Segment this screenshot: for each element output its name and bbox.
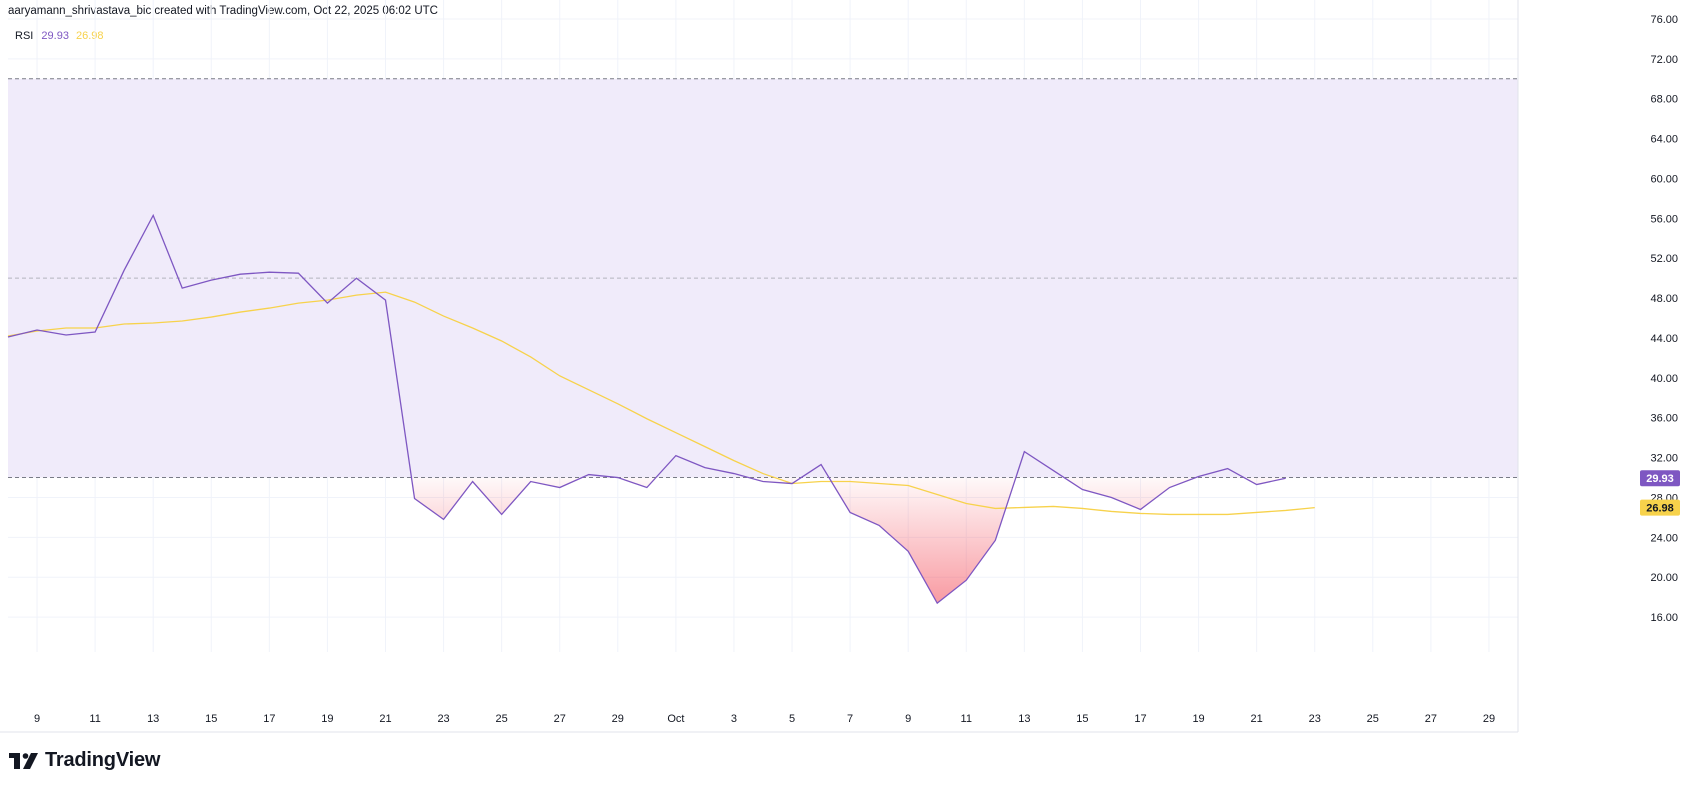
- x-tick-label: 25: [496, 713, 508, 725]
- tradingview-logo-icon: [9, 752, 38, 769]
- ma-last-value-badge-bg: [1640, 499, 1680, 516]
- y-tick-label: 64.00: [1650, 134, 1678, 146]
- rsi-line: [7, 213, 1286, 605]
- x-tick-label: 9: [34, 713, 40, 725]
- x-tick-label: 7: [847, 713, 853, 725]
- indicator-legend: RSI 29.93 26.98: [15, 30, 104, 42]
- oversold-fill: [828, 477, 1016, 604]
- y-tick-label: 56.00: [1650, 213, 1678, 225]
- y-tick-label: 44.00: [1650, 333, 1678, 345]
- x-tick-label: 15: [1076, 713, 1088, 725]
- y-tick-label: 48.00: [1650, 293, 1678, 305]
- legend-indicator-name: RSI: [15, 30, 34, 42]
- x-tick-label: 27: [1425, 713, 1437, 725]
- y-tick-label: 24.00: [1650, 532, 1678, 544]
- rsi-band-fill: [8, 78, 1518, 478]
- legend-rsi-value: 29.93: [41, 30, 69, 42]
- x-tick-label: 17: [1134, 713, 1146, 725]
- x-tick-label: 13: [1018, 713, 1030, 725]
- chart-attribution: aaryamann_shrivastava_bic created with T…: [8, 5, 438, 17]
- x-tick-label: 5: [789, 713, 795, 725]
- tradingview-brand[interactable]: TradingView: [9, 749, 160, 772]
- x-tick-label: 23: [1309, 713, 1321, 725]
- y-tick-label: 60.00: [1650, 173, 1678, 185]
- y-tick-label: 32.00: [1650, 453, 1678, 465]
- ma-line: [7, 291, 1315, 516]
- x-tick-label: 27: [554, 713, 566, 725]
- x-tick-label: 19: [321, 713, 333, 725]
- x-tick-label: 19: [1192, 713, 1204, 725]
- x-tick-label: 21: [1251, 713, 1263, 725]
- oversold-fill: [617, 477, 656, 488]
- y-tick-label: 68.00: [1650, 94, 1678, 106]
- x-tick-label: 23: [437, 713, 449, 725]
- y-tick-label: 20.00: [1650, 572, 1678, 584]
- x-tick-label: 11: [89, 713, 100, 725]
- x-tick-label: 15: [205, 713, 217, 725]
- x-tick-label: 25: [1367, 713, 1379, 725]
- x-tick-label: 29: [1483, 713, 1495, 725]
- x-tick-label: 29: [612, 713, 624, 725]
- brand-name: TradingView: [45, 749, 161, 771]
- ma-last-value-badge-label: 26.98: [1646, 503, 1674, 515]
- x-tick-label: 11: [961, 713, 972, 725]
- y-tick-label: 36.00: [1650, 413, 1678, 425]
- oversold-fill: [1064, 477, 1196, 510]
- y-tick-label: 76.00: [1650, 14, 1678, 26]
- x-tick-label: 21: [379, 713, 391, 725]
- rsi-last-value-badge-label: 29.93: [1646, 473, 1674, 485]
- rsi-last-value-badge-bg: [1640, 470, 1680, 487]
- x-tick-label: Oct: [667, 713, 684, 725]
- y-tick-label: 40.00: [1650, 373, 1678, 385]
- x-tick-label: 17: [263, 713, 275, 725]
- x-tick-label: 9: [905, 713, 911, 725]
- y-tick-label: 52.00: [1650, 253, 1678, 265]
- x-tick-label: 13: [147, 713, 159, 725]
- y-tick-label: 16.00: [1650, 612, 1678, 624]
- x-tick-label: 3: [731, 713, 737, 725]
- y-tick-label: 72.00: [1650, 54, 1678, 66]
- legend-ma-value: 26.98: [76, 30, 104, 42]
- oversold-fill: [411, 477, 583, 520]
